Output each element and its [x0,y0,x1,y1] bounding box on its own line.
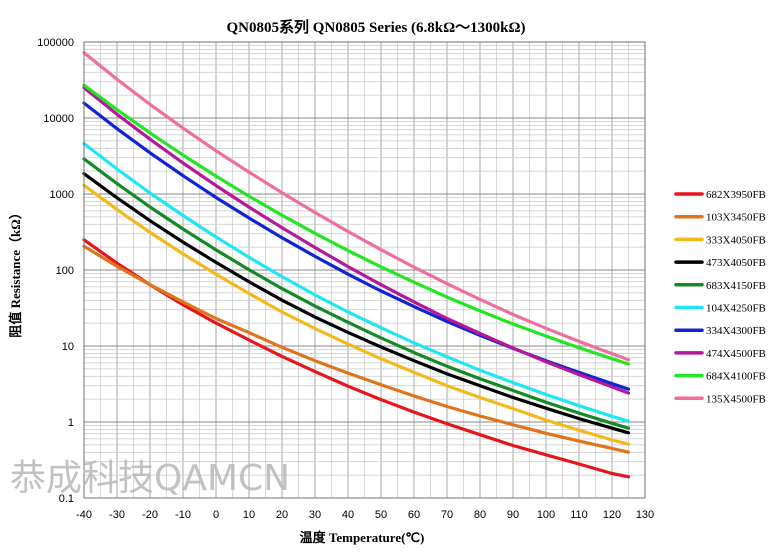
series-line-103X3450FB [82,244,631,454]
y-tick-label: 1 [68,417,74,429]
series-line-683X4150FB [82,157,631,430]
series-line-682X3950FB [82,238,631,479]
legend-label-473X4050FB: 473X4050FB [706,257,766,269]
legend-label-333X4050FB: 333X4050FB [706,234,766,246]
x-tick-label: 40 [342,509,354,521]
y-axis-label: 阻值 Resistance（kΩ） [8,206,23,337]
x-tick-label: -10 [175,509,191,521]
y-tick-label: 0.1 [59,493,74,505]
legend-label-682X3950FB: 682X3950FB [706,189,766,201]
legend-label-683X4150FB: 683X4150FB [706,280,766,292]
x-tick-label: 130 [636,509,654,521]
series-line-684X4100FB [82,83,631,366]
series-layer [82,51,631,479]
x-tick-label: -20 [142,509,158,521]
y-tick-label: 100000 [37,37,74,49]
legend-label-135X4500FB: 135X4500FB [706,393,766,405]
x-tick-label: 30 [309,509,321,521]
x-tick-label: 120 [603,509,621,521]
chart-title: QN0805系列 QN0805 Series (6.8kΩ～1300kΩ) [226,18,525,36]
x-tick-label: -40 [76,509,92,521]
series-line-474X4500FB [82,86,631,395]
x-tick-label: 80 [474,509,486,521]
plot-frame [83,41,646,499]
legend: 682X3950FB 103X3450FB 333X4050FB 473X4050FB… [674,189,766,405]
y-tick-label: 1000 [50,189,74,201]
legend-label-103X3450FB: 103X3450FB [706,212,766,224]
y-tick-label: 10 [62,341,74,353]
x-tick-label: 90 [507,509,519,521]
watermark: 恭成科技QAMCN [10,458,290,499]
y-tick-label: 10000 [43,113,74,125]
x-tick-label: 50 [375,509,387,521]
series-line-333X4050FB [82,183,631,446]
legend-label-684X4100FB: 684X4100FB [706,371,766,383]
x-tick-labels: -40 -30 -20 -10 0 10 20 30 40 50 60 70 80 90 100 110 120… [76,509,654,521]
x-tick-label: 110 [570,509,588,521]
y-tick-labels: 100000 10000 1000 100 10 1 0.1 [37,37,74,505]
x-tick-label: 70 [441,509,453,521]
series-line-473X4050FB [82,172,631,435]
legend-label-334X4300FB: 334X4300FB [706,325,766,337]
x-tick-label: 10 [243,509,255,521]
x-tick-label: 0 [213,509,219,521]
x-axis-label: 温度 Temperature(℃) [300,530,425,545]
series-line-104X4250FB [82,142,631,423]
x-tick-label: 100 [537,509,555,521]
x-tick-label: 60 [408,509,420,521]
grid [83,41,646,499]
legend-label-104X4250FB: 104X4250FB [706,303,766,315]
legend-label-474X4500FB: 474X4500FB [706,348,766,360]
x-tick-label: 20 [276,509,288,521]
series-line-135X4500FB [82,51,631,362]
y-tick-label: 100 [56,265,74,277]
x-tick-label: -30 [109,509,125,521]
axes [83,41,646,499]
